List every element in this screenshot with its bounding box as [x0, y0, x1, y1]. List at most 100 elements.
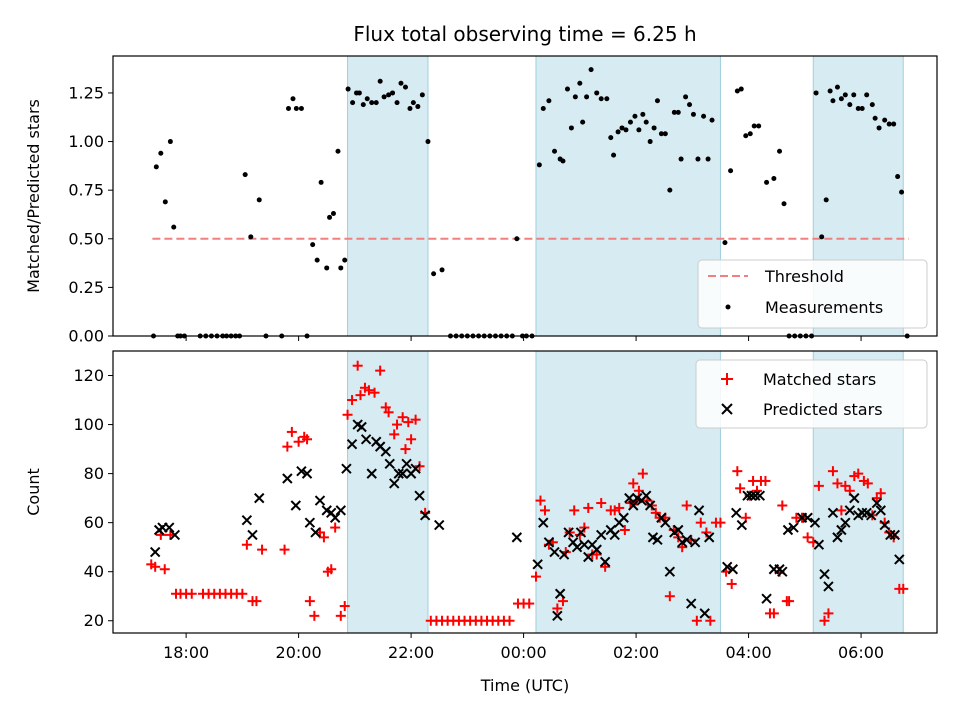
bot-x-tick-label: 22:00 — [388, 643, 434, 662]
measurement-point — [546, 98, 552, 104]
measurement-point — [162, 199, 168, 205]
measurement-point — [158, 150, 164, 156]
measurement-point — [838, 96, 844, 102]
measurement-point — [402, 84, 408, 90]
bot-y-tick-label: 80 — [84, 464, 104, 483]
predicted-stars-point — [538, 517, 549, 528]
measurement-point — [651, 125, 657, 131]
matched-stars-point — [619, 525, 630, 536]
matched-stars-point — [853, 468, 864, 479]
bot-x-tick-label: 02:00 — [613, 643, 659, 662]
measurement-point — [830, 98, 836, 104]
predicted-stars-point — [247, 529, 258, 541]
bottom-y-axis-label: Count — [24, 468, 43, 516]
predicted-stars-point — [664, 566, 676, 577]
predicted-stars-point — [782, 524, 794, 536]
measurement-point — [335, 148, 341, 154]
measurement-point — [377, 78, 383, 84]
measurement-point — [386, 92, 392, 98]
bot-y-tick-label: 60 — [84, 513, 104, 532]
matched-stars-point — [705, 615, 716, 626]
predicted-stars-point — [310, 527, 321, 538]
predicted-stars-point — [727, 564, 739, 575]
matched-stars-point — [695, 517, 706, 528]
top-y-tick-label: 1.25 — [68, 83, 104, 102]
predicted-stars-point — [164, 522, 175, 533]
predicted-stars-point — [410, 463, 421, 474]
measurement-point — [751, 123, 757, 129]
measurement-point — [895, 174, 901, 180]
predicted-stars-point — [871, 497, 883, 509]
matched-stars-point — [784, 596, 795, 607]
matched-stars-point — [535, 495, 546, 506]
top-x-ticks — [185, 336, 862, 341]
predicted-stars-point — [296, 465, 307, 477]
measurement-point — [891, 121, 897, 127]
matched-stars-point — [304, 596, 315, 607]
matched-stars-point — [335, 610, 346, 621]
predicted-stars-point — [742, 490, 753, 501]
matched-stars-point — [819, 615, 830, 626]
measurement-point — [604, 96, 610, 102]
measurement-point — [611, 152, 617, 158]
matched-stars-point — [614, 502, 625, 513]
measurement-point — [285, 106, 291, 111]
predicted-stars-point — [575, 527, 587, 538]
predicted-stars-point — [579, 539, 590, 550]
predicted-stars-point — [836, 524, 847, 536]
matched-stars-point — [530, 571, 541, 582]
predicted-stars-point — [254, 492, 265, 504]
matched-stars-point — [186, 588, 197, 599]
predicted-stars-point — [802, 512, 813, 523]
bot-y-tick-label: 20 — [84, 611, 104, 630]
measurement-point — [153, 164, 159, 170]
measurement-point — [756, 123, 762, 129]
predicted-stars-point — [721, 561, 733, 572]
matched-stars-point — [339, 601, 350, 612]
matched-stars-point — [875, 488, 886, 499]
measurement-point — [342, 257, 348, 263]
measurement-point — [594, 90, 600, 96]
measurement-point — [568, 125, 574, 131]
matched-stars-point — [552, 603, 563, 614]
predicted-stars-point — [169, 529, 181, 541]
measurement-point — [743, 133, 749, 139]
predicted-stars-point — [849, 492, 860, 504]
matched-stars-point — [504, 615, 515, 626]
predicted-stars-point — [389, 478, 400, 489]
predicted-stars-point — [532, 559, 543, 570]
bot-x-tick-label: 00:00 — [501, 643, 547, 662]
measurement-point — [293, 106, 299, 111]
predicted-stars-point — [618, 512, 629, 523]
matched-stars-point — [318, 532, 329, 543]
matched-stars-point — [539, 505, 550, 516]
matched-stars-point — [735, 483, 746, 494]
measurement-point — [598, 96, 604, 102]
predicted-stars-point — [628, 500, 639, 511]
measurement-point — [851, 92, 857, 98]
measurement-point — [869, 102, 875, 108]
predicted-stars-point — [366, 468, 377, 479]
measurement-point — [658, 131, 664, 137]
measurement-point — [683, 94, 689, 100]
predicted-stars-point — [314, 495, 326, 506]
measurement-point — [572, 94, 578, 100]
matched-stars-point — [363, 385, 374, 396]
measurement-point — [876, 125, 882, 131]
measurement-point — [722, 240, 728, 246]
predicted-stars-point — [879, 519, 890, 531]
measurement-point — [398, 80, 404, 86]
predicted-stars-point — [894, 554, 905, 565]
matched-stars-point — [664, 591, 675, 602]
predicted-stars-point — [856, 507, 868, 519]
matched-stars-point — [355, 390, 366, 401]
predicted-stars-point — [754, 490, 766, 501]
predicted-stars-point — [563, 527, 574, 538]
predicted-stars-point — [624, 492, 635, 504]
matched-stars-point — [410, 414, 421, 425]
matched-stars-point — [392, 419, 403, 430]
bot-x-tick-label: 06:00 — [838, 643, 884, 662]
predicted-stars-point — [703, 532, 715, 543]
bottom-x-ticks: 18:00 20:00 22:00 00:00 02:00 04:00 06:00 — [163, 633, 884, 662]
measurement-point — [623, 127, 629, 133]
